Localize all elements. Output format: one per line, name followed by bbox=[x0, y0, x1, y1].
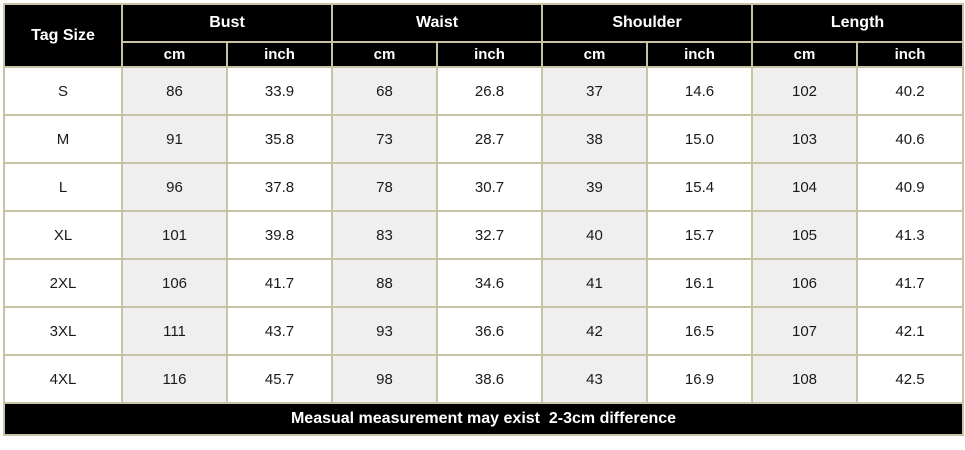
bust-inch-cell: 33.9 bbox=[226, 66, 333, 116]
length-cm-cell: 102 bbox=[751, 66, 859, 116]
bust-inch-cell: 45.7 bbox=[226, 354, 333, 404]
bust-inch-header: inch bbox=[226, 41, 333, 68]
table-row: 3XL 111 43.7 93 36.6 42 16.5 107 42.1 bbox=[3, 306, 965, 356]
size-chart: Tag Size Bust Waist Shoulder Length cm i… bbox=[2, 3, 965, 447]
measurement-note: Measual measurement may exist 2-3cm diff… bbox=[2, 402, 965, 436]
length-cm-cell: 105 bbox=[751, 210, 859, 260]
length-inch-cell: 41.7 bbox=[856, 258, 965, 308]
waist-cm-cell: 73 bbox=[331, 114, 438, 164]
header-unit-row: cm inch cm inch cm inch cm inch bbox=[4, 41, 965, 68]
length-cm-cell: 106 bbox=[751, 258, 859, 308]
bust-inch-cell: 41.7 bbox=[226, 258, 333, 308]
waist-cm-header: cm bbox=[331, 41, 438, 68]
waist-inch-cell: 34.6 bbox=[435, 258, 544, 308]
waist-cm-cell: 93 bbox=[331, 306, 438, 356]
shoulder-cm-cell: 38 bbox=[541, 114, 649, 164]
size-cell: XL bbox=[3, 210, 123, 260]
shoulder-cm-cell: 43 bbox=[541, 354, 649, 404]
bust-cm-cell: 106 bbox=[121, 258, 228, 308]
waist-inch-cell: 36.6 bbox=[435, 306, 544, 356]
shoulder-cm-cell: 41 bbox=[541, 258, 649, 308]
size-cell: 3XL bbox=[3, 306, 123, 356]
waist-cm-cell: 78 bbox=[331, 162, 438, 212]
length-header: Length bbox=[751, 3, 965, 43]
shoulder-cm-cell: 37 bbox=[541, 66, 649, 116]
waist-inch-cell: 32.7 bbox=[435, 210, 544, 260]
table-row: 4XL 116 45.7 98 38.6 43 16.9 108 42.5 bbox=[3, 354, 965, 404]
shoulder-inch-cell: 15.7 bbox=[646, 210, 754, 260]
waist-inch-cell: 38.6 bbox=[435, 354, 544, 404]
tag-size-header: Tag Size bbox=[3, 3, 123, 68]
length-inch-cell: 42.5 bbox=[856, 354, 965, 404]
length-inch-cell: 40.2 bbox=[856, 66, 965, 116]
shoulder-cm-cell: 42 bbox=[541, 306, 649, 356]
length-inch-cell: 41.3 bbox=[856, 210, 965, 260]
length-cm-cell: 107 bbox=[751, 306, 859, 356]
table-row: XL 101 39.8 83 32.7 40 15.7 105 41.3 bbox=[3, 210, 965, 260]
waist-cm-cell: 88 bbox=[331, 258, 438, 308]
waist-cm-cell: 83 bbox=[331, 210, 438, 260]
shoulder-inch-cell: 16.9 bbox=[646, 354, 754, 404]
shoulder-inch-cell: 16.5 bbox=[646, 306, 754, 356]
length-cm-cell: 108 bbox=[751, 354, 859, 404]
header-group-row: Tag Size Bust Waist Shoulder Length bbox=[3, 3, 965, 68]
bust-cm-cell: 101 bbox=[121, 210, 228, 260]
waist-inch-cell: 26.8 bbox=[435, 66, 544, 116]
length-inch-header: inch bbox=[856, 41, 965, 68]
size-cell: 4XL bbox=[3, 354, 123, 404]
bust-header: Bust bbox=[121, 3, 333, 43]
bust-cm-header: cm bbox=[121, 41, 228, 68]
table-row: S 86 33.9 68 26.8 37 14.6 102 40.2 bbox=[3, 66, 965, 116]
bust-inch-cell: 37.8 bbox=[226, 162, 333, 212]
bust-cm-cell: 111 bbox=[121, 306, 228, 356]
shoulder-inch-cell: 15.4 bbox=[646, 162, 754, 212]
waist-inch-cell: 30.7 bbox=[435, 162, 544, 212]
table-row: 2XL 106 41.7 88 34.6 41 16.1 106 41.7 bbox=[3, 258, 965, 308]
waist-cm-cell: 98 bbox=[331, 354, 438, 404]
waist-inch-cell: 28.7 bbox=[435, 114, 544, 164]
length-cm-cell: 104 bbox=[751, 162, 859, 212]
shoulder-cm-cell: 40 bbox=[541, 210, 649, 260]
length-inch-cell: 42.1 bbox=[856, 306, 965, 356]
bust-inch-cell: 43.7 bbox=[226, 306, 333, 356]
bust-cm-cell: 91 bbox=[121, 114, 228, 164]
size-cell: 2XL bbox=[3, 258, 123, 308]
length-inch-cell: 40.9 bbox=[856, 162, 965, 212]
waist-header: Waist bbox=[330, 3, 544, 43]
length-inch-cell: 40.6 bbox=[856, 114, 965, 164]
shoulder-inch-cell: 16.1 bbox=[646, 258, 754, 308]
table-row: M 91 35.8 73 28.7 38 15.0 103 40.6 bbox=[3, 114, 965, 164]
bust-inch-cell: 39.8 bbox=[226, 210, 333, 260]
length-cm-cell: 103 bbox=[751, 114, 859, 164]
bust-cm-cell: 96 bbox=[121, 162, 228, 212]
shoulder-inch-cell: 14.6 bbox=[646, 66, 754, 116]
bust-inch-cell: 35.8 bbox=[226, 114, 333, 164]
bust-cm-cell: 116 bbox=[121, 354, 228, 404]
shoulder-cm-cell: 39 bbox=[541, 162, 649, 212]
waist-cm-cell: 68 bbox=[331, 66, 438, 116]
shoulder-header: Shoulder bbox=[541, 3, 754, 43]
size-cell: M bbox=[3, 114, 123, 164]
footer-row: Measual measurement may exist 2-3cm diff… bbox=[2, 402, 965, 436]
waist-inch-header: inch bbox=[435, 41, 544, 68]
bust-cm-cell: 86 bbox=[121, 66, 228, 116]
size-table: Tag Size Bust Waist Shoulder Length cm i… bbox=[2, 3, 965, 436]
shoulder-cm-header: cm bbox=[541, 41, 649, 68]
size-cell: L bbox=[3, 162, 123, 212]
table-row: L 96 37.8 78 30.7 39 15.4 104 40.9 bbox=[3, 162, 965, 212]
size-cell: S bbox=[3, 66, 123, 116]
shoulder-inch-header: inch bbox=[646, 41, 754, 68]
length-cm-header: cm bbox=[751, 41, 859, 68]
shoulder-inch-cell: 15.0 bbox=[646, 114, 754, 164]
